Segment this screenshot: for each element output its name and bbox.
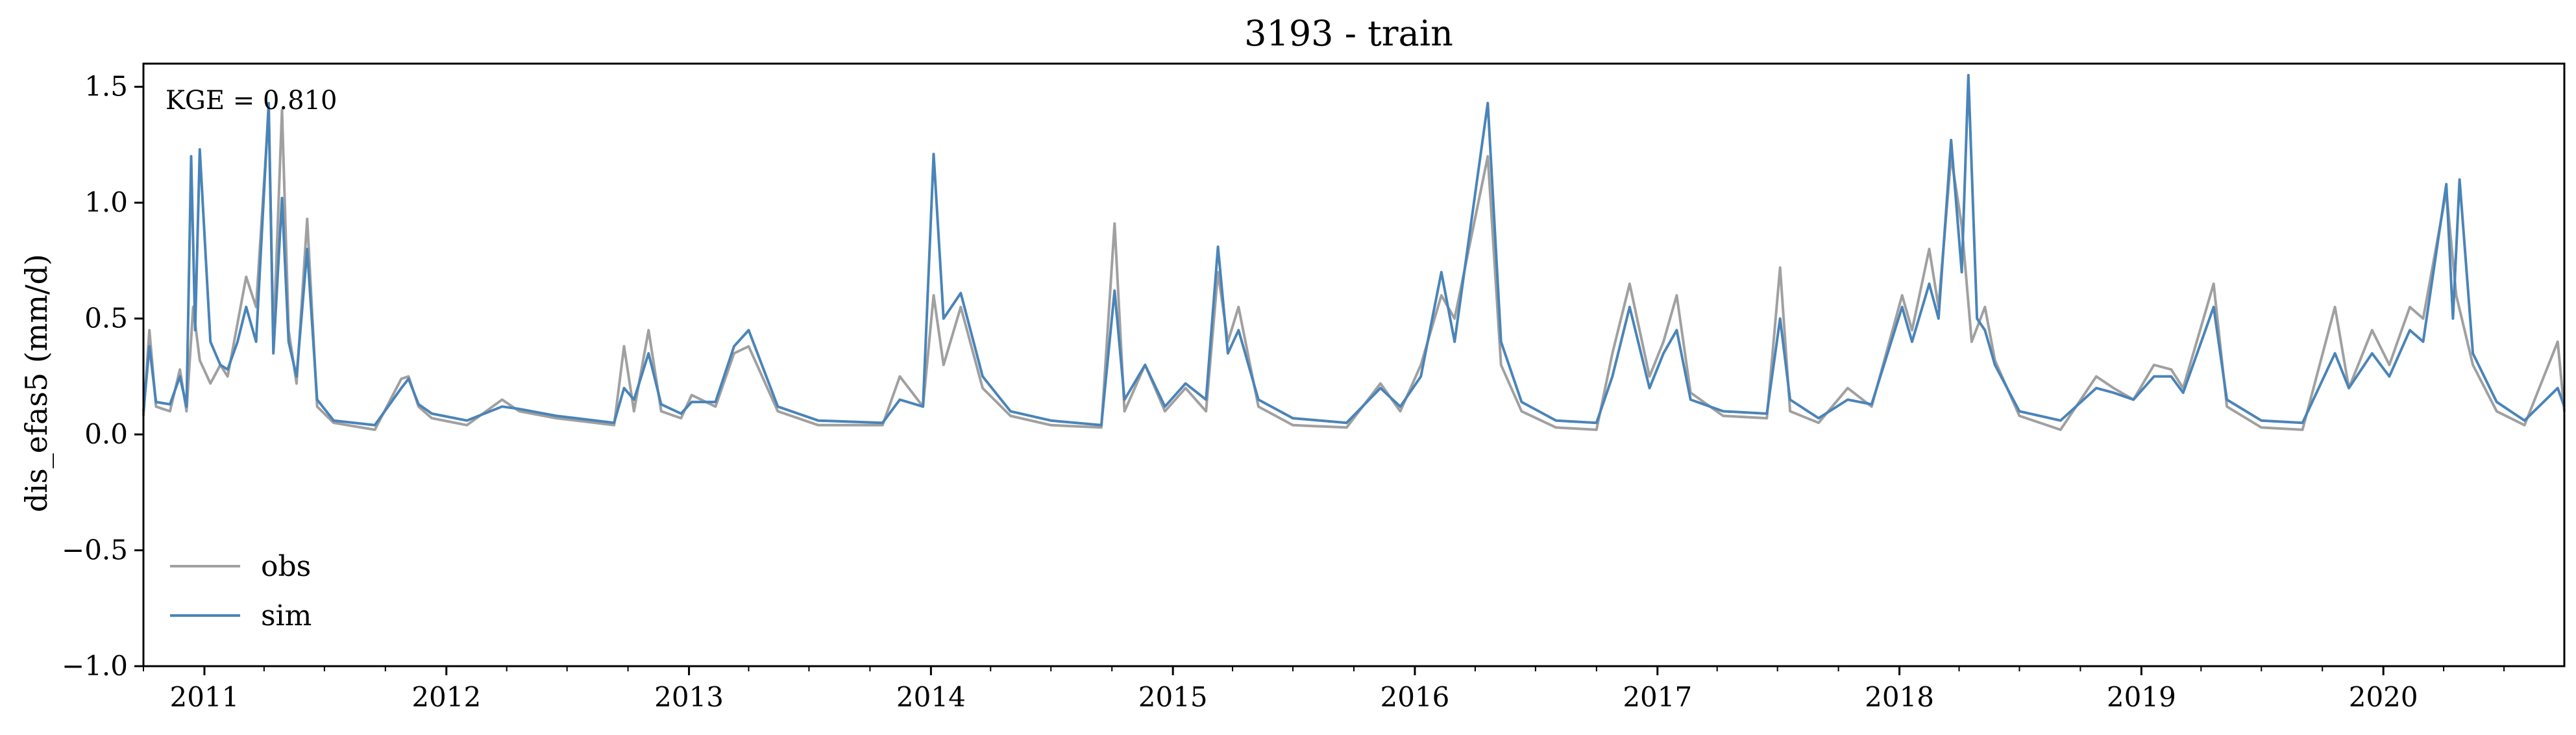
y-axis-label: dis_efas5 (mm/d)	[19, 254, 54, 512]
chart-title: 3193 - train	[1244, 13, 1453, 54]
x-tick-label: 2019	[2107, 681, 2176, 713]
series-line-sim	[142, 73, 2566, 427]
y-tick-label: −1.0	[62, 650, 128, 682]
x-tick-label: 2015	[1138, 681, 1208, 713]
x-tick-label: 2016	[1380, 681, 1450, 713]
x-tick-label: 2011	[170, 681, 239, 713]
y-tick-label: −0.5	[62, 534, 128, 566]
kge-annotation: KGE = 0.810	[166, 86, 337, 116]
series-line-obs	[142, 108, 2566, 431]
y-tick-label: 0.5	[84, 303, 128, 334]
x-tick-label: 2018	[1865, 681, 1934, 713]
legend-label-sim: sim	[261, 599, 312, 632]
y-tick-label: 0.0	[84, 418, 128, 450]
legend: obs sim	[170, 550, 312, 632]
y-tick-label: 1.5	[84, 71, 128, 103]
legend-label-obs: obs	[261, 550, 311, 583]
y-axis: −1.0 −0.5 0.0 0.5 1.0 1.5	[62, 71, 143, 682]
x-tick-label: 2017	[1623, 681, 1692, 713]
series-layer	[142, 73, 2566, 431]
x-tick-label: 2020	[2349, 681, 2418, 713]
x-axis: 2011 2012 2013 2014 2015 2016 2017 2018 2019 2020	[143, 666, 2505, 713]
x-tick-label: 2013	[654, 681, 724, 713]
plot-frame	[142, 62, 2566, 667]
y-tick-label: 1.0	[84, 186, 128, 218]
x-tick-label: 2012	[411, 681, 481, 713]
x-tick-label: 2014	[896, 681, 966, 713]
